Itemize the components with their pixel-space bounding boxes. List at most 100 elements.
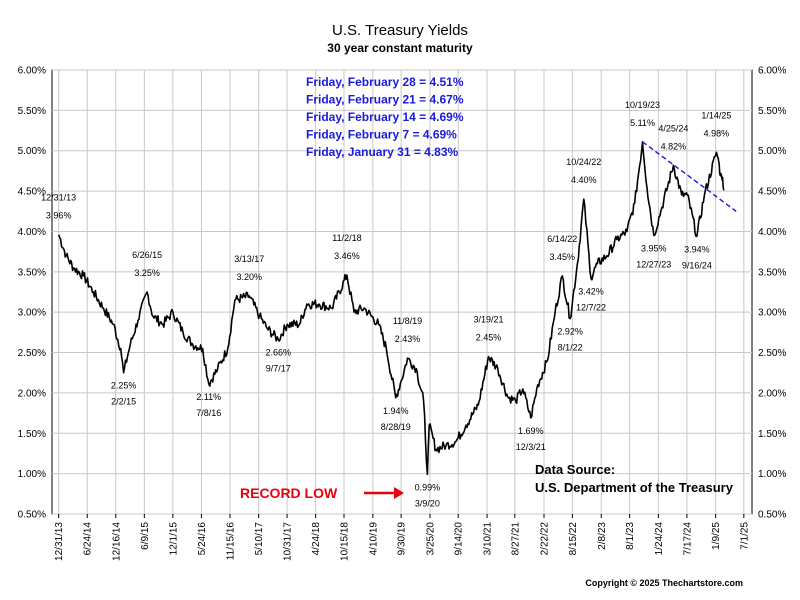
annotation-value: 2.92%: [557, 327, 583, 337]
annotation-date: 3/9/20: [415, 498, 440, 508]
weekly-reading: Friday, January 31 = 4.83%: [306, 145, 459, 159]
x-tick-label: 10/31/17: [283, 522, 294, 561]
annotation-value: 4.98%: [704, 128, 730, 138]
annotation-date: 10/24/22: [566, 157, 601, 167]
y-axis-right: 0.50% 1.00% 1.50% 2.00% 2.50% 3.00% 3.50% 4.00%…: [758, 66, 786, 521]
annotation-value: 3.46%: [334, 251, 360, 261]
annotation-date: 3/13/17: [234, 254, 264, 264]
annotation-date: 9/7/17: [266, 364, 291, 374]
annotation-value: 2.45%: [476, 333, 502, 343]
x-tick-label: 9/30/19: [397, 522, 408, 556]
y-tick-label-left: 2.00%: [18, 388, 46, 399]
yield-series: [57, 141, 725, 476]
annotation-value: 3.42%: [578, 286, 604, 296]
annotation-value: 0.99%: [415, 482, 441, 492]
x-tick-label: 12/31/13: [54, 522, 65, 561]
annotations: 12/31/13 3.96% 2.25% 2/2/15 6/26/15 3.25% 2.11…: [41, 100, 731, 509]
x-tick-label: 3/10/21: [483, 522, 494, 556]
x-tick-label: 11/15/16: [225, 522, 236, 561]
downtrend-line: [642, 141, 737, 212]
annotation-date: 11/2/18: [332, 233, 361, 243]
weekly-reading: Friday, February 7 = 4.69%: [306, 128, 457, 142]
x-tick-label: 2/8/23: [597, 522, 608, 550]
y-tick-label-right: 6.00%: [758, 66, 786, 77]
record-low-callout: RECORD LOW: [240, 485, 404, 501]
annotation-date: 1/14/25: [701, 110, 731, 120]
y-tick-label-right: 4.50%: [758, 187, 786, 198]
annotation-value: 2.11%: [196, 392, 221, 402]
annotation-value: 3.96%: [46, 211, 72, 221]
annotation-date: 2/2/15: [111, 397, 136, 407]
annotation-value: 3.25%: [134, 268, 160, 278]
y-tick-label-left: 4.50%: [18, 187, 46, 198]
x-tick-label: 4/10/19: [368, 522, 379, 556]
annotation-value: 4.40%: [571, 175, 597, 185]
y-tick-label-right: 1.00%: [758, 469, 786, 480]
record-low-arrow-head: [394, 487, 404, 499]
x-tick-label: 7/1/25: [739, 522, 750, 550]
y-tick-label-right: 3.00%: [758, 308, 786, 319]
weekly-reading: Friday, February 14 = 4.69%: [306, 110, 464, 124]
y-tick-label-left: 1.00%: [18, 469, 46, 480]
y-tick-label-left: 0.50%: [18, 510, 46, 521]
data-source-line-1: Data Source:: [535, 462, 615, 477]
x-tick-label: 1/24/24: [654, 522, 665, 556]
y-tick-label-right: 5.00%: [758, 146, 786, 157]
x-tick-label: 5/24/16: [197, 522, 208, 556]
y-tick-label-right: 2.00%: [758, 388, 786, 399]
x-axis: 12/31/13 6/24/14 12/16/14 6/9/15 12/1/15 5/24…: [54, 522, 750, 561]
y-tick-label-right: 3.50%: [758, 267, 786, 278]
annotation-date: 6/14/22: [547, 234, 577, 244]
y-tick-label-left: 3.00%: [18, 308, 46, 319]
annotation-date: 8/1/22: [558, 343, 583, 353]
trendline: [642, 141, 737, 212]
x-tick-label: 10/15/18: [340, 522, 351, 561]
weekly-readings: Friday, February 28 = 4.51% Friday, Febru…: [306, 75, 464, 159]
y-tick-label-left: 5.50%: [18, 106, 46, 117]
y-tick-label-left: 4.00%: [18, 227, 46, 238]
x-tick-label: 12/1/15: [168, 522, 179, 556]
x-tick-label: 3/25/20: [425, 522, 436, 556]
annotation-value: 3.95%: [641, 243, 667, 253]
annotation-value: 3.20%: [236, 272, 262, 282]
annotation-date: 9/16/24: [682, 260, 712, 270]
x-tick-label: 6/9/15: [140, 522, 151, 550]
annotation-date: 11/8/19: [393, 316, 422, 326]
chart-title: U.S. Treasury Yields: [332, 22, 468, 39]
record-low-label: RECORD LOW: [240, 485, 338, 501]
x-tick-label: 4/24/18: [311, 522, 322, 556]
annotation-value: 3.45%: [550, 252, 576, 262]
annotation-date: 3/19/21: [474, 315, 504, 325]
annotation-date: 12/7/22: [576, 302, 606, 312]
chart-subtitle: 30 year constant maturity: [327, 41, 473, 55]
y-tick-label-right: 0.50%: [758, 510, 786, 521]
y-tick-label-right: 2.50%: [758, 348, 786, 359]
y-tick-label-left: 6.00%: [18, 66, 46, 77]
x-tick-label: 8/1/23: [625, 522, 636, 550]
y-tick-label-right: 5.50%: [758, 106, 786, 117]
annotation-value: 4.82%: [661, 141, 687, 151]
x-tick-label: 8/15/22: [568, 522, 579, 556]
annotation-value: 1.69%: [518, 426, 544, 436]
x-tick-label: 8/27/21: [510, 522, 521, 556]
annotation-date: 12/31/13: [41, 193, 76, 203]
annotation-value: 1.94%: [383, 406, 409, 416]
annotation-date: 12/27/23: [636, 259, 671, 269]
x-tick-label: 1/9/25: [711, 522, 722, 550]
annotation-value: 2.43%: [395, 334, 421, 344]
x-tick-label: 5/10/17: [254, 522, 265, 556]
x-tick-label: 2/22/22: [540, 522, 551, 556]
y-axis-left: 0.50% 1.00% 1.50% 2.00% 2.50% 3.00% 3.50% 4.00%…: [18, 66, 46, 521]
annotation-value: 5.11%: [630, 118, 655, 128]
y-tick-label-right: 4.00%: [758, 227, 786, 238]
y-tick-label-left: 2.50%: [18, 348, 46, 359]
annotation-value: 2.66%: [265, 348, 291, 358]
annotation-value: 3.94%: [684, 244, 710, 254]
y-tick-label-right: 1.50%: [758, 429, 786, 440]
data-source: Data Source: U.S. Department of the Trea…: [535, 462, 734, 495]
copyright: Copyright © 2025 Thechartstore.com: [585, 578, 743, 588]
yield-line: [57, 141, 725, 476]
y-tick-label-left: 5.00%: [18, 146, 46, 157]
annotation-date: 8/28/19: [381, 422, 411, 432]
